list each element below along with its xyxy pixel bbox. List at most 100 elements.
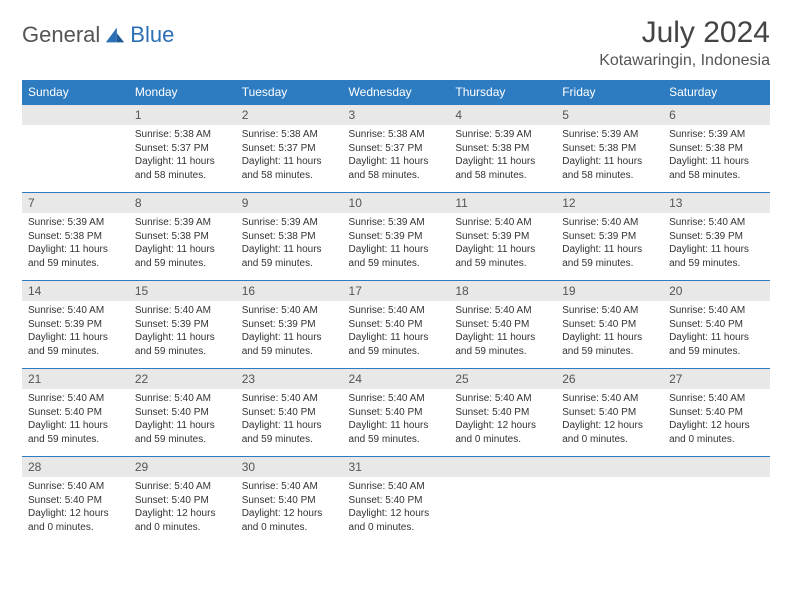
logo-triangle-icon xyxy=(104,24,126,46)
day-number: 28 xyxy=(22,457,129,477)
logo: General Blue xyxy=(22,16,174,48)
day-number: 27 xyxy=(663,369,770,389)
day-content: Sunrise: 5:40 AMSunset: 5:40 PMDaylight:… xyxy=(449,389,556,452)
day-cell xyxy=(22,105,129,193)
day-cell: 27Sunrise: 5:40 AMSunset: 5:40 PMDayligh… xyxy=(663,369,770,457)
day-content: Sunrise: 5:39 AMSunset: 5:38 PMDaylight:… xyxy=(449,125,556,188)
day-content: Sunrise: 5:38 AMSunset: 5:37 PMDaylight:… xyxy=(236,125,343,188)
day-number: 1 xyxy=(129,105,236,125)
day-content: Sunrise: 5:40 AMSunset: 5:40 PMDaylight:… xyxy=(236,477,343,540)
day-cell: 18Sunrise: 5:40 AMSunset: 5:40 PMDayligh… xyxy=(449,281,556,369)
day-number: 29 xyxy=(129,457,236,477)
day-content: Sunrise: 5:40 AMSunset: 5:40 PMDaylight:… xyxy=(449,301,556,364)
day-cell xyxy=(449,457,556,545)
day-number: 7 xyxy=(22,193,129,213)
day-number: 19 xyxy=(556,281,663,301)
day-header-tuesday: Tuesday xyxy=(236,80,343,105)
day-cell: 22Sunrise: 5:40 AMSunset: 5:40 PMDayligh… xyxy=(129,369,236,457)
day-cell: 4Sunrise: 5:39 AMSunset: 5:38 PMDaylight… xyxy=(449,105,556,193)
logo-text-blue: Blue xyxy=(130,22,174,48)
day-cell: 19Sunrise: 5:40 AMSunset: 5:40 PMDayligh… xyxy=(556,281,663,369)
empty-day-number xyxy=(22,105,129,125)
day-content: Sunrise: 5:39 AMSunset: 5:38 PMDaylight:… xyxy=(556,125,663,188)
day-cell: 28Sunrise: 5:40 AMSunset: 5:40 PMDayligh… xyxy=(22,457,129,545)
day-number: 20 xyxy=(663,281,770,301)
day-header-friday: Friday xyxy=(556,80,663,105)
day-header-sunday: Sunday xyxy=(22,80,129,105)
day-cell: 5Sunrise: 5:39 AMSunset: 5:38 PMDaylight… xyxy=(556,105,663,193)
calendar-table: SundayMondayTuesdayWednesdayThursdayFrid… xyxy=(22,80,770,545)
day-cell: 14Sunrise: 5:40 AMSunset: 5:39 PMDayligh… xyxy=(22,281,129,369)
day-number: 10 xyxy=(343,193,450,213)
day-header-wednesday: Wednesday xyxy=(343,80,450,105)
day-header-thursday: Thursday xyxy=(449,80,556,105)
day-number: 22 xyxy=(129,369,236,389)
day-cell: 16Sunrise: 5:40 AMSunset: 5:39 PMDayligh… xyxy=(236,281,343,369)
day-content: Sunrise: 5:40 AMSunset: 5:40 PMDaylight:… xyxy=(556,301,663,364)
day-content: Sunrise: 5:40 AMSunset: 5:40 PMDaylight:… xyxy=(343,477,450,540)
day-content: Sunrise: 5:40 AMSunset: 5:39 PMDaylight:… xyxy=(129,301,236,364)
day-content: Sunrise: 5:40 AMSunset: 5:40 PMDaylight:… xyxy=(22,477,129,540)
day-content: Sunrise: 5:39 AMSunset: 5:38 PMDaylight:… xyxy=(22,213,129,276)
day-cell: 13Sunrise: 5:40 AMSunset: 5:39 PMDayligh… xyxy=(663,193,770,281)
day-content: Sunrise: 5:40 AMSunset: 5:40 PMDaylight:… xyxy=(129,389,236,452)
day-cell: 7Sunrise: 5:39 AMSunset: 5:38 PMDaylight… xyxy=(22,193,129,281)
day-content: Sunrise: 5:40 AMSunset: 5:39 PMDaylight:… xyxy=(22,301,129,364)
day-cell: 10Sunrise: 5:39 AMSunset: 5:39 PMDayligh… xyxy=(343,193,450,281)
day-content: Sunrise: 5:40 AMSunset: 5:39 PMDaylight:… xyxy=(236,301,343,364)
empty-day-number xyxy=(663,457,770,477)
day-cell xyxy=(556,457,663,545)
day-number: 16 xyxy=(236,281,343,301)
day-cell: 21Sunrise: 5:40 AMSunset: 5:40 PMDayligh… xyxy=(22,369,129,457)
week-row: 28Sunrise: 5:40 AMSunset: 5:40 PMDayligh… xyxy=(22,457,770,545)
title-block: July 2024 Kotawaringin, Indonesia xyxy=(599,16,770,70)
day-cell: 17Sunrise: 5:40 AMSunset: 5:40 PMDayligh… xyxy=(343,281,450,369)
day-content: Sunrise: 5:39 AMSunset: 5:38 PMDaylight:… xyxy=(129,213,236,276)
day-content: Sunrise: 5:40 AMSunset: 5:40 PMDaylight:… xyxy=(663,389,770,452)
week-row: 7Sunrise: 5:39 AMSunset: 5:38 PMDaylight… xyxy=(22,193,770,281)
logo-text-general: General xyxy=(22,22,100,48)
location: Kotawaringin, Indonesia xyxy=(599,52,770,70)
day-content: Sunrise: 5:39 AMSunset: 5:39 PMDaylight:… xyxy=(343,213,450,276)
day-cell: 3Sunrise: 5:38 AMSunset: 5:37 PMDaylight… xyxy=(343,105,450,193)
day-cell: 26Sunrise: 5:40 AMSunset: 5:40 PMDayligh… xyxy=(556,369,663,457)
days-of-week-row: SundayMondayTuesdayWednesdayThursdayFrid… xyxy=(22,80,770,105)
day-content: Sunrise: 5:38 AMSunset: 5:37 PMDaylight:… xyxy=(343,125,450,188)
day-number: 25 xyxy=(449,369,556,389)
day-number: 2 xyxy=(236,105,343,125)
day-content: Sunrise: 5:38 AMSunset: 5:37 PMDaylight:… xyxy=(129,125,236,188)
day-number: 24 xyxy=(343,369,450,389)
day-cell: 23Sunrise: 5:40 AMSunset: 5:40 PMDayligh… xyxy=(236,369,343,457)
empty-day-number xyxy=(556,457,663,477)
day-content: Sunrise: 5:40 AMSunset: 5:40 PMDaylight:… xyxy=(343,301,450,364)
week-row: 14Sunrise: 5:40 AMSunset: 5:39 PMDayligh… xyxy=(22,281,770,369)
day-content: Sunrise: 5:39 AMSunset: 5:38 PMDaylight:… xyxy=(236,213,343,276)
day-number: 15 xyxy=(129,281,236,301)
day-cell: 2Sunrise: 5:38 AMSunset: 5:37 PMDaylight… xyxy=(236,105,343,193)
day-cell: 11Sunrise: 5:40 AMSunset: 5:39 PMDayligh… xyxy=(449,193,556,281)
day-number: 26 xyxy=(556,369,663,389)
day-number: 23 xyxy=(236,369,343,389)
day-header-saturday: Saturday xyxy=(663,80,770,105)
day-content: Sunrise: 5:40 AMSunset: 5:39 PMDaylight:… xyxy=(663,213,770,276)
calendar-body: 1Sunrise: 5:38 AMSunset: 5:37 PMDaylight… xyxy=(22,105,770,545)
day-content: Sunrise: 5:40 AMSunset: 5:40 PMDaylight:… xyxy=(663,301,770,364)
month-title: July 2024 xyxy=(599,16,770,50)
day-cell xyxy=(663,457,770,545)
day-cell: 9Sunrise: 5:39 AMSunset: 5:38 PMDaylight… xyxy=(236,193,343,281)
empty-day-number xyxy=(449,457,556,477)
day-number: 31 xyxy=(343,457,450,477)
day-cell: 31Sunrise: 5:40 AMSunset: 5:40 PMDayligh… xyxy=(343,457,450,545)
day-number: 30 xyxy=(236,457,343,477)
day-number: 9 xyxy=(236,193,343,213)
day-cell: 1Sunrise: 5:38 AMSunset: 5:37 PMDaylight… xyxy=(129,105,236,193)
day-cell: 15Sunrise: 5:40 AMSunset: 5:39 PMDayligh… xyxy=(129,281,236,369)
day-content: Sunrise: 5:39 AMSunset: 5:38 PMDaylight:… xyxy=(663,125,770,188)
day-cell: 8Sunrise: 5:39 AMSunset: 5:38 PMDaylight… xyxy=(129,193,236,281)
day-cell: 29Sunrise: 5:40 AMSunset: 5:40 PMDayligh… xyxy=(129,457,236,545)
day-content: Sunrise: 5:40 AMSunset: 5:40 PMDaylight:… xyxy=(236,389,343,452)
day-cell: 30Sunrise: 5:40 AMSunset: 5:40 PMDayligh… xyxy=(236,457,343,545)
day-cell: 6Sunrise: 5:39 AMSunset: 5:38 PMDaylight… xyxy=(663,105,770,193)
day-number: 3 xyxy=(343,105,450,125)
day-number: 4 xyxy=(449,105,556,125)
